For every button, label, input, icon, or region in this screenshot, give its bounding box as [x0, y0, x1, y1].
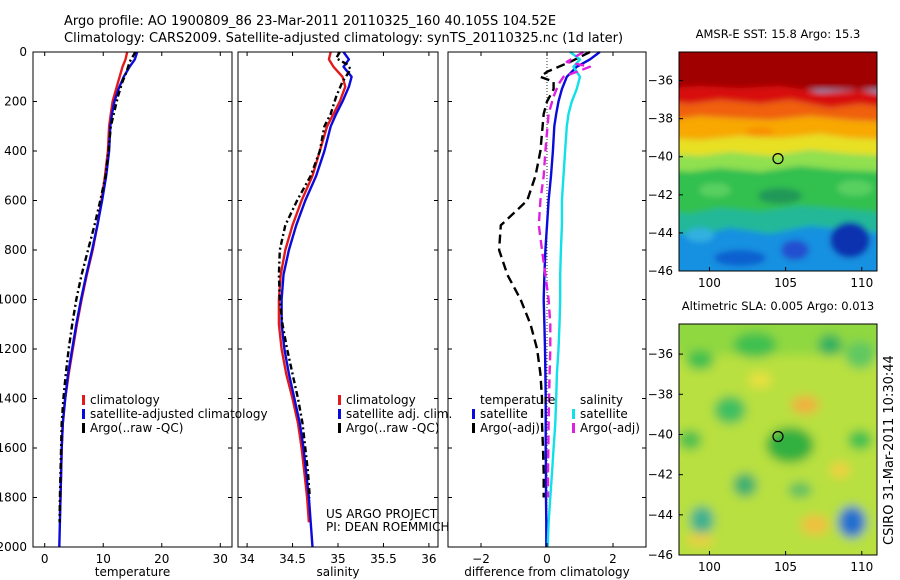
legend-label: satellite adj. clim. [346, 407, 452, 421]
y-tick-label: −44 [648, 508, 673, 522]
map-frame [678, 323, 878, 556]
x-tick-label: 0 [543, 552, 551, 566]
legend-label: climatology [346, 393, 416, 407]
y-tick-label: 600 [4, 194, 27, 208]
legend-label: Argo(-adj) [580, 421, 640, 435]
y-tick-label: 1600 [0, 441, 27, 455]
x-tick-label: 105 [774, 276, 797, 290]
profile-panel-2: 34 34.5 35 35.5 36 salinity climatologysatelli… [237, 51, 452, 579]
y-tick-label: −42 [648, 188, 673, 202]
legend-label: Argo(-adj) [480, 421, 540, 435]
x-tick-label: 10 [96, 552, 111, 566]
figure-title-line2: Climatology: CARS2009. Satellite-adjuste… [64, 31, 623, 46]
y-tick-label: 1200 [0, 342, 27, 356]
sst-map [679, 52, 877, 271]
legend-swatch [572, 409, 575, 419]
legend-label: satellite [580, 407, 628, 421]
legend-swatch [472, 409, 475, 419]
series-line-climatology [58, 51, 129, 515]
y-tick-label: −36 [648, 347, 673, 361]
y-tick-label: −38 [648, 112, 673, 126]
series-line-satellite-adjusted-climatology [58, 51, 139, 548]
project-credit: US ARGO PROJECT [326, 507, 438, 521]
y-tick-label: −42 [648, 468, 673, 482]
legend-label: satellite-adjusted climatology [90, 407, 268, 421]
y-tick-label: 400 [4, 144, 27, 158]
legend-label: climatology [90, 393, 160, 407]
axes-frame [237, 51, 439, 548]
x-tick-label: 34.5 [279, 552, 306, 566]
series-line-salinity-satellite [546, 51, 582, 548]
y-tick-label: −36 [648, 74, 673, 88]
legend-swatch [338, 423, 341, 433]
x-tick-label: 110 [850, 560, 873, 574]
x-tick-label: 100 [698, 276, 721, 290]
x-tick-label: 0 [41, 552, 49, 566]
y-tick-label: 1800 [0, 491, 27, 505]
y-tick-label: 200 [4, 95, 27, 109]
map-title: Altimetric SLA: 0.005 Argo: 0.013 [682, 299, 874, 313]
x-tick-label: 2 [609, 552, 617, 566]
y-tick-label: 1000 [0, 293, 27, 307]
x-tick-label: 35 [330, 552, 345, 566]
x-tick-label: 30 [213, 552, 228, 566]
x-axis-label: temperature [95, 565, 170, 579]
map-frame [678, 51, 878, 272]
series-line-temperature-argo-adj- [497, 50, 591, 498]
x-tick-label: 36 [421, 552, 436, 566]
series-line-climatology [277, 51, 347, 523]
map-title: AMSR-E SST: 15.8 Argo: 15.3 [696, 27, 861, 41]
legend-group-title: salinity [580, 393, 623, 407]
legend-label: Argo(..raw -QC) [346, 421, 439, 435]
legend-swatch [338, 395, 341, 405]
y-tick-label: −46 [648, 548, 673, 562]
legend-label: Argo(..raw -QC) [90, 421, 183, 435]
timestamp-label: CSIRO 31-Mar-2011 10:30:44 [882, 355, 897, 545]
series-line-argo-raw-qc- [58, 51, 137, 523]
map-panel-1: AMSR-E SST: 15.8 Argo: 15.3 100 105 110 −36 −… [648, 27, 878, 290]
sla-map [679, 324, 877, 555]
x-tick-label: −2 [472, 552, 490, 566]
series-line-satellite-adj-clim- [280, 51, 353, 548]
argo-location-marker [772, 430, 784, 443]
profile-panel-1: 0 10 20 30 0 200 400 600 800 1000 1200 1400 1600 1800… [0, 45, 268, 579]
y-tick-label: 2000 [0, 540, 27, 554]
y-tick-label: 0 [19, 45, 27, 59]
map-panel-2: Altimetric SLA: 0.005 Argo: 0.013 100 105 1… [648, 299, 878, 574]
y-tick-label: −40 [648, 150, 673, 164]
y-tick-label: 800 [4, 243, 27, 257]
y-tick-label: −44 [648, 226, 673, 240]
series-line-argo-raw-qc- [277, 51, 352, 498]
y-tick-label: −46 [648, 264, 673, 278]
legend-swatch [82, 423, 85, 433]
x-tick-label: 35.5 [370, 552, 397, 566]
x-tick-label: 100 [698, 560, 721, 574]
y-tick-label: −40 [648, 427, 673, 441]
legend-swatch [472, 423, 475, 433]
x-tick-label: 20 [154, 552, 169, 566]
legend-swatch [82, 409, 85, 419]
legend-swatch [572, 423, 575, 433]
argo-location-marker [772, 153, 784, 165]
x-axis-label: salinity [316, 565, 359, 579]
x-tick-label: 110 [850, 276, 873, 290]
pi-credit: PI: DEAN ROEMMICH [326, 520, 449, 534]
legend-swatch [338, 409, 341, 419]
x-axis-label: difference from climatology [464, 565, 630, 579]
y-tick-label: −38 [648, 387, 673, 401]
figure-title-line1: Argo profile: AO 1900809_86 23-Mar-2011 … [64, 14, 556, 29]
legend: temperaturesatelliteArgo(-adj)salinitysa… [472, 393, 640, 435]
legend-group-title: temperature [480, 393, 555, 407]
series-line-temperature-satellite [542, 51, 601, 547]
legend-label: satellite [480, 407, 528, 421]
y-tick-label: 1400 [0, 392, 27, 406]
axes-frame [32, 51, 233, 548]
x-tick-label: 105 [774, 560, 797, 574]
legend-swatch [82, 395, 85, 405]
x-tick-label: 34 [239, 552, 254, 566]
